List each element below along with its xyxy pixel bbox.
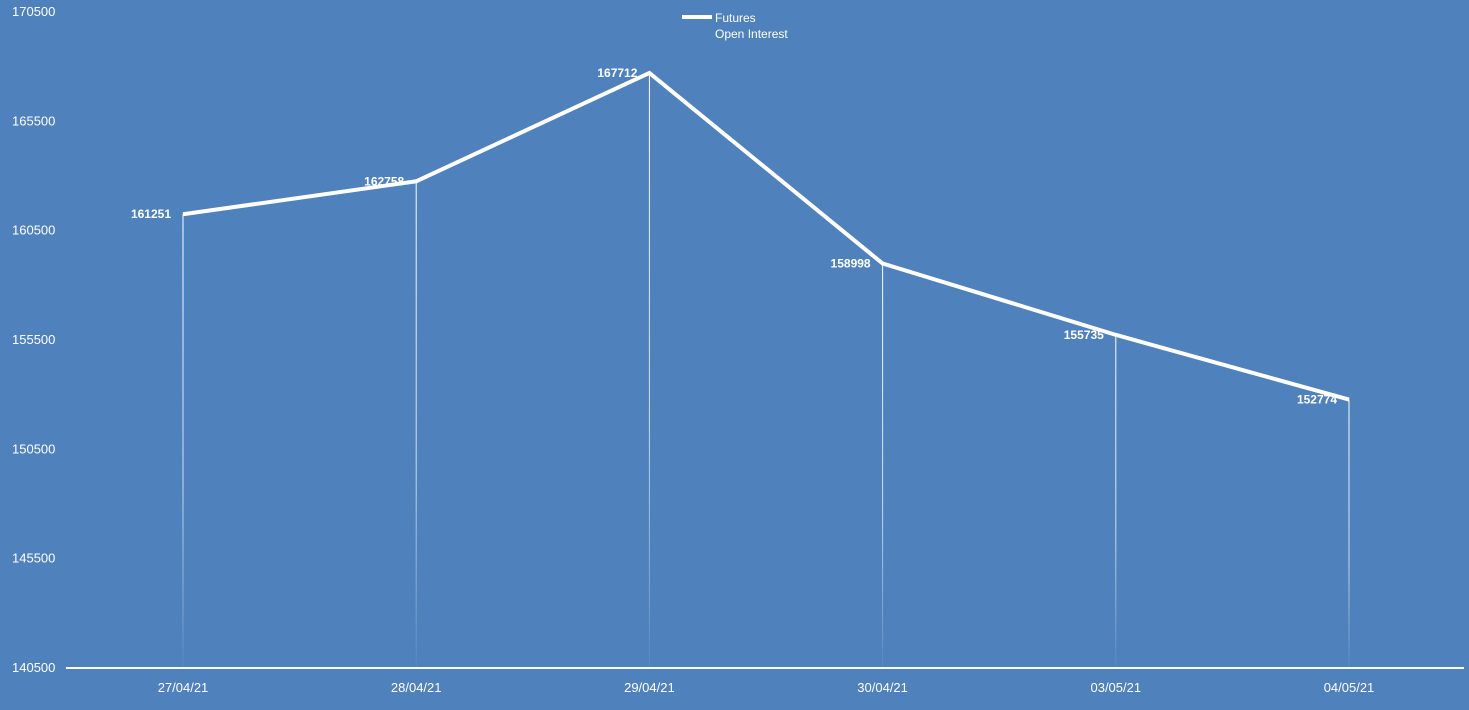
legend-entry: Open Interest (715, 27, 788, 41)
x-tick-label: 03/05/21 (1090, 680, 1141, 695)
drop-line (1348, 399, 1350, 668)
y-tick-label: 170500 (12, 4, 55, 19)
data-label: 152774 (1297, 393, 1337, 407)
series-futures-open-interest (182, 70, 1350, 402)
drop-line (648, 72, 650, 669)
x-tick-label: 28/04/21 (391, 680, 442, 695)
series-line (182, 70, 1350, 402)
x-tick-label: 27/04/21 (158, 680, 209, 695)
x-tick-label: 29/04/21 (624, 680, 675, 695)
data-label: 158998 (831, 257, 871, 271)
x-tick-label: 04/05/21 (1324, 680, 1375, 695)
x-axis: 27/04/21 28/04/21 29/04/21 30/04/21 03/05/21… (66, 667, 1464, 695)
x-tick-label: 30/04/21 (857, 680, 908, 695)
data-label: 167712 (597, 66, 637, 80)
y-tick-label: 160500 (12, 223, 55, 238)
drop-line (415, 181, 417, 668)
drop-line (882, 263, 884, 668)
y-tick-label: 145500 (12, 551, 55, 566)
drop-line (182, 214, 184, 668)
legend: Futures Open Interest (682, 11, 788, 41)
data-label: 155735 (1064, 328, 1104, 342)
y-tick-label: 155500 (12, 332, 55, 347)
drop-lines (182, 72, 1350, 669)
y-tick-label: 140500 (12, 660, 55, 675)
data-label: 161251 (131, 207, 171, 221)
y-tick-label: 165500 (12, 113, 55, 128)
legend-entry: Futures (715, 11, 756, 25)
data-label: 162758 (364, 174, 404, 188)
y-tick-label: 150500 (12, 441, 55, 456)
data-labels: 161251 162758 167712 158998 155735 152774 (131, 66, 1337, 407)
y-axis: 140500 145500 150500 155500 160500 165500 1705… (12, 4, 55, 675)
drop-line (1115, 334, 1117, 668)
